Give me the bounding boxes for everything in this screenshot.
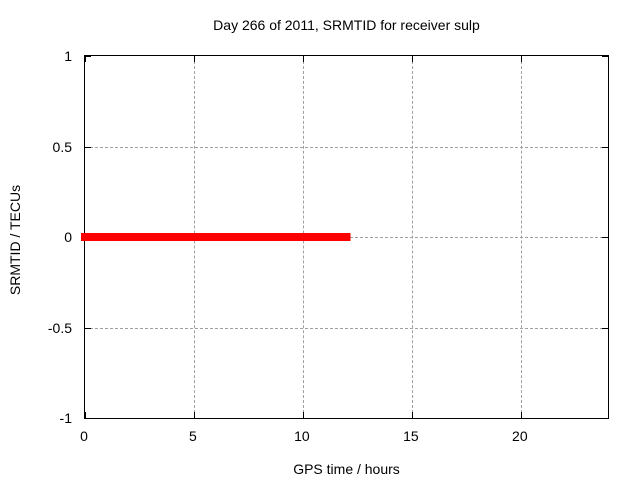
y-tick-mark bbox=[602, 237, 608, 238]
x-tick-mark bbox=[85, 412, 86, 418]
y-tick-mark bbox=[85, 146, 91, 148]
y-tick-mark bbox=[602, 327, 608, 329]
x-tick-label: 10 bbox=[294, 428, 310, 444]
x-tick-mark bbox=[520, 412, 522, 418]
gridline-horizontal bbox=[85, 327, 608, 329]
x-tick-mark bbox=[411, 56, 413, 62]
x-tick-label: 0 bbox=[80, 428, 88, 444]
x-tick-mark bbox=[193, 56, 195, 62]
y-tick-label: -0.5 bbox=[47, 319, 72, 336]
y-tick-mark bbox=[85, 418, 91, 419]
y-tick-mark bbox=[602, 56, 608, 57]
x-axis-label: GPS time / hours bbox=[293, 461, 400, 477]
y-tick-mark bbox=[602, 146, 608, 148]
chart-title: Day 266 of 2011, SRMTID for receiver sul… bbox=[213, 17, 480, 33]
x-tick-mark bbox=[193, 412, 195, 418]
y-tick-mark bbox=[85, 56, 91, 57]
y-tick-label: 1 bbox=[64, 48, 72, 64]
plot-area bbox=[81, 55, 609, 419]
y-tick-label: 0 bbox=[64, 229, 72, 245]
y-tick-mark bbox=[602, 418, 608, 419]
x-tick-label: 20 bbox=[512, 428, 528, 444]
x-tick-mark bbox=[302, 412, 304, 418]
x-tick-mark bbox=[85, 56, 86, 62]
y-tick-mark bbox=[85, 327, 91, 329]
x-tick-label: 15 bbox=[403, 428, 419, 444]
y-tick-label: -1 bbox=[59, 410, 72, 426]
x-tick-mark bbox=[302, 56, 304, 62]
x-tick-label: 5 bbox=[189, 428, 197, 444]
x-tick-mark bbox=[520, 56, 522, 62]
series-layer bbox=[81, 233, 351, 241]
gridline-horizontal bbox=[85, 146, 608, 148]
x-tick-mark bbox=[411, 412, 413, 418]
y-tick-label: 0.5 bbox=[52, 138, 72, 155]
